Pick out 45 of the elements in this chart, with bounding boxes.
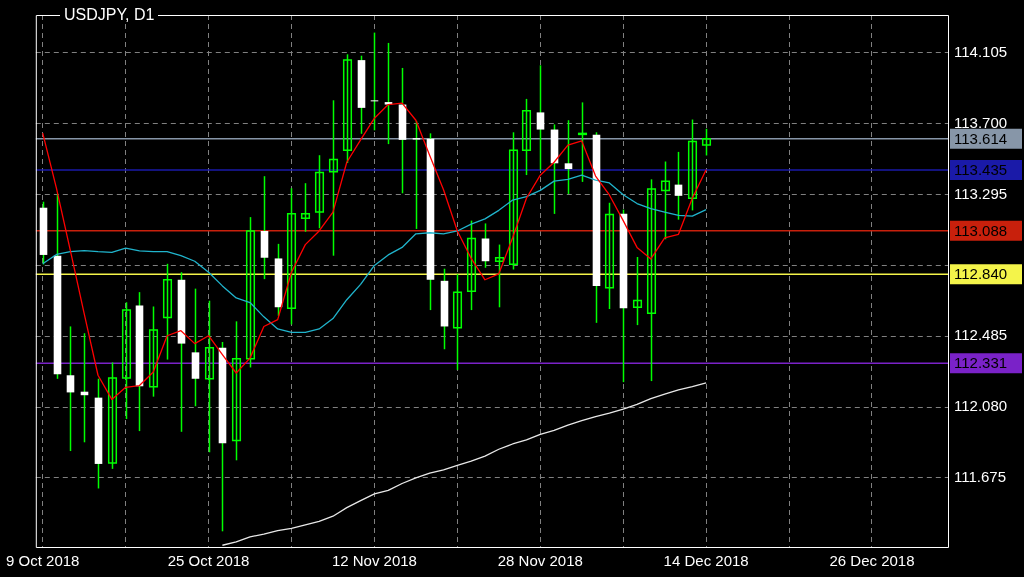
candlestick: [701, 128, 712, 156]
y-tick-label: 111.675: [954, 468, 1006, 486]
candlestick: [314, 155, 325, 229]
candlestick: [204, 300, 215, 453]
candlestick: [300, 183, 311, 232]
candlestick: [632, 256, 643, 326]
candlestick: [660, 161, 671, 240]
x-tick-label: 12 Nov 2018: [331, 552, 417, 570]
x-tick-label: 28 Nov 2018: [497, 552, 583, 570]
candlestick: [466, 220, 477, 311]
candlestick: [162, 263, 173, 360]
candlestick: [328, 100, 339, 256]
candlestick: [245, 217, 256, 368]
candlestick: [521, 98, 532, 176]
candlestick: [687, 119, 698, 211]
candlestick: [536, 65, 545, 170]
candlestick: [107, 362, 118, 469]
candlestick: [646, 179, 657, 382]
x-tick-label: 9 Oct 2018: [6, 552, 80, 570]
chart-title: USDJPY, D1: [60, 6, 159, 24]
candlestick: [286, 188, 297, 325]
y-tick-label: 113.700: [954, 113, 1008, 131]
candlestick: [148, 306, 159, 397]
candlestick: [231, 321, 242, 461]
candlestick: [342, 54, 353, 163]
candlestick: [674, 151, 683, 220]
ref-line-label: 112.840: [954, 265, 1008, 283]
x-tick-label: 25 Oct 2018: [167, 552, 250, 570]
y-tick-label: 113.295: [954, 184, 1008, 202]
y-tick-label: 112.485: [954, 326, 1008, 344]
ref-line-label: 113.088: [954, 221, 1008, 239]
ref-line-label: 113.435: [954, 161, 1008, 179]
candlestick: [508, 132, 519, 270]
x-tick-label: 14 Dec 2018: [663, 552, 749, 570]
ref-line-label: 113.614: [954, 129, 1008, 147]
candlestick: [121, 302, 132, 420]
ref-line-label: 112.331: [954, 354, 1008, 372]
candlestick: [452, 274, 463, 370]
y-tick-label: 112.080: [954, 397, 1008, 415]
x-tick-label: 26 Dec 2018: [829, 552, 915, 570]
candlestick: [604, 202, 615, 310]
y-tick-label: 114.105: [954, 43, 1008, 61]
candlestick: [66, 326, 75, 452]
candlestick: [564, 120, 573, 194]
candlestick: [494, 244, 505, 308]
